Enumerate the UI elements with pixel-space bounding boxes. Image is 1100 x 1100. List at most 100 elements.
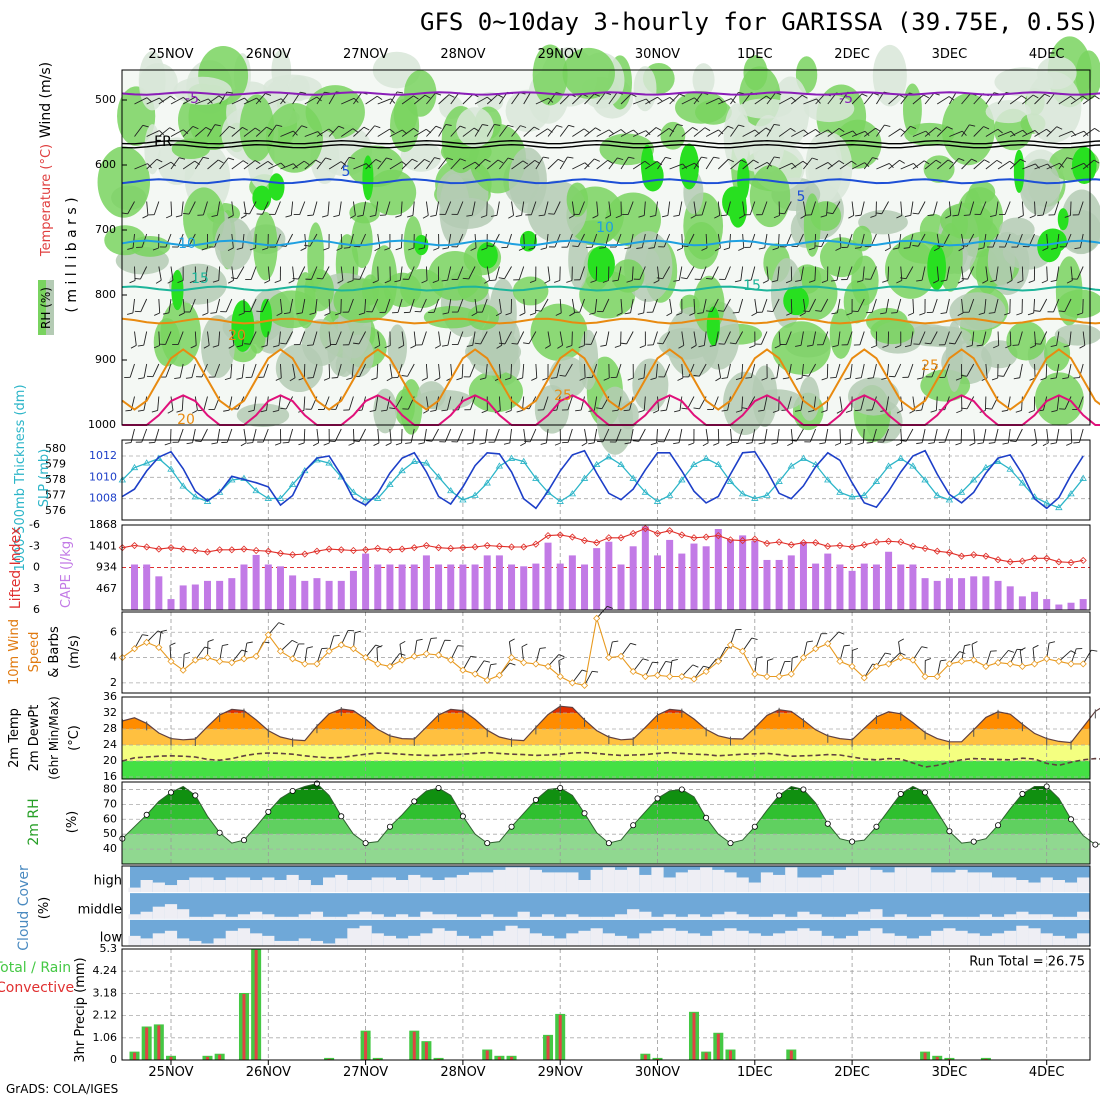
- wind-barb-flag: [988, 442, 995, 444]
- wind-barb: [168, 298, 172, 313]
- wind-barb-flag: [236, 377, 243, 380]
- wind-barb-flag: [1044, 93, 1051, 98]
- lifted-index-point: [605, 534, 613, 542]
- wind-barb: [547, 654, 560, 667]
- wind-barb-flag: [891, 312, 898, 314]
- wind-barb-flag: [223, 409, 230, 412]
- wind-barb-flag: [479, 442, 486, 445]
- wind-barb-flag: [340, 161, 347, 166]
- wind-barb: [298, 266, 306, 280]
- wind-barb-flag: [208, 98, 213, 104]
- contour-label: 25: [921, 358, 939, 374]
- precip-tick: 3.18: [93, 986, 118, 999]
- wind-barb-flag: [1093, 159, 1100, 164]
- wind-barb-flag: [275, 377, 282, 381]
- thickness-point: [872, 477, 881, 484]
- wind-barb-flag: [241, 649, 248, 653]
- wind-barb: [791, 160, 804, 170]
- thickness-point: [653, 497, 662, 504]
- cape-bar: [1067, 602, 1075, 610]
- wind-speed-point: [495, 671, 503, 679]
- cloud-cover-block: [700, 916, 713, 920]
- date-label-top: 30NOV: [635, 47, 680, 62]
- thickness-point: [1018, 479, 1027, 486]
- wind-barb: [140, 266, 148, 280]
- wind-speed-point: [1006, 660, 1014, 668]
- rh-point: [216, 829, 223, 836]
- cape-bar: [824, 553, 832, 610]
- wind-barb-flag: [990, 214, 997, 218]
- cape-bar: [435, 564, 443, 610]
- wind-barb-flag: [770, 377, 777, 380]
- wind-barb: [280, 640, 293, 652]
- cape-bar: [495, 555, 503, 610]
- wind-barb: [301, 298, 306, 313]
- wind-barb: [457, 201, 464, 215]
- wind-barb-flag: [669, 97, 675, 102]
- temperature-contour: [121, 348, 1100, 411]
- wind-barb: [994, 298, 999, 313]
- wind-barb-flag: [325, 345, 331, 349]
- cape-bar: [909, 564, 917, 610]
- wind-barb-flag: [844, 442, 851, 445]
- wind-barb: [559, 93, 571, 105]
- rh-shade: [512, 276, 549, 306]
- lifted-index-tick: -6: [29, 518, 40, 531]
- wind-barb-flag: [910, 125, 917, 129]
- lifted-index-point: [617, 534, 625, 542]
- cloud-cover-block: [1016, 911, 1029, 920]
- wind-barb: [888, 128, 901, 137]
- wind-barb: [686, 266, 695, 279]
- wind-barb: [266, 331, 269, 346]
- wind-barb-flag: [495, 312, 502, 317]
- wind-barb: [727, 363, 731, 378]
- cape-bar: [872, 564, 880, 610]
- rh-shade-high: [640, 144, 654, 185]
- wind-barb-flag: [540, 442, 547, 445]
- cape-bar: [289, 575, 297, 610]
- wind-barb: [593, 428, 598, 443]
- wind-barb: [195, 98, 209, 105]
- wind-speed-point: [325, 647, 333, 655]
- wind-barb: [314, 298, 318, 313]
- thickness-point: [495, 462, 504, 469]
- rh-shade: [423, 305, 479, 329]
- date-label-top: 29NOV: [538, 47, 583, 62]
- wind-barb-flag: [767, 658, 774, 661]
- lifted-index-point: [580, 537, 589, 545]
- cape-bar: [654, 555, 661, 610]
- wind-barb: [407, 363, 415, 377]
- wind-barb-flag: [333, 214, 340, 218]
- wind-barb: [632, 658, 644, 672]
- rh-point: [1043, 783, 1050, 790]
- precip-convective-bar: [704, 1052, 708, 1060]
- wind-barb-flag: [405, 442, 412, 444]
- wind-barb: [517, 331, 525, 345]
- wind-barb: [420, 298, 427, 312]
- wind-barb: [814, 266, 817, 281]
- lifted-index-point: [362, 546, 370, 554]
- wind-barb-flag: [288, 280, 295, 284]
- wind-speed-point: [240, 655, 248, 663]
- wind-barb: [572, 93, 583, 105]
- wind-barb-flag: [870, 215, 877, 218]
- cloud-row-label: middle: [78, 903, 122, 918]
- wind-barb-flag: [870, 345, 877, 349]
- lifted-index-point: [1067, 558, 1075, 567]
- wind-barb-flag: [958, 158, 965, 161]
- wind-barb: [518, 266, 525, 280]
- rh-point: [508, 823, 515, 830]
- cloud-cover-block: [286, 940, 299, 946]
- precip-tick: 0: [110, 1053, 117, 1066]
- wind-barb: [474, 96, 488, 105]
- wind-barb-flag: [134, 278, 141, 280]
- wind-barb: [1082, 127, 1095, 137]
- wind-barb-flag: [240, 214, 247, 219]
- wind-barb: [969, 201, 975, 216]
- wind-barb-flag: [718, 97, 724, 103]
- lifted-index-point: [957, 552, 966, 560]
- wind-barb-flag: [819, 442, 826, 445]
- wind-barb-flag: [363, 126, 370, 131]
- wind-barb-flag: [904, 214, 911, 218]
- cape-bar: [751, 540, 759, 610]
